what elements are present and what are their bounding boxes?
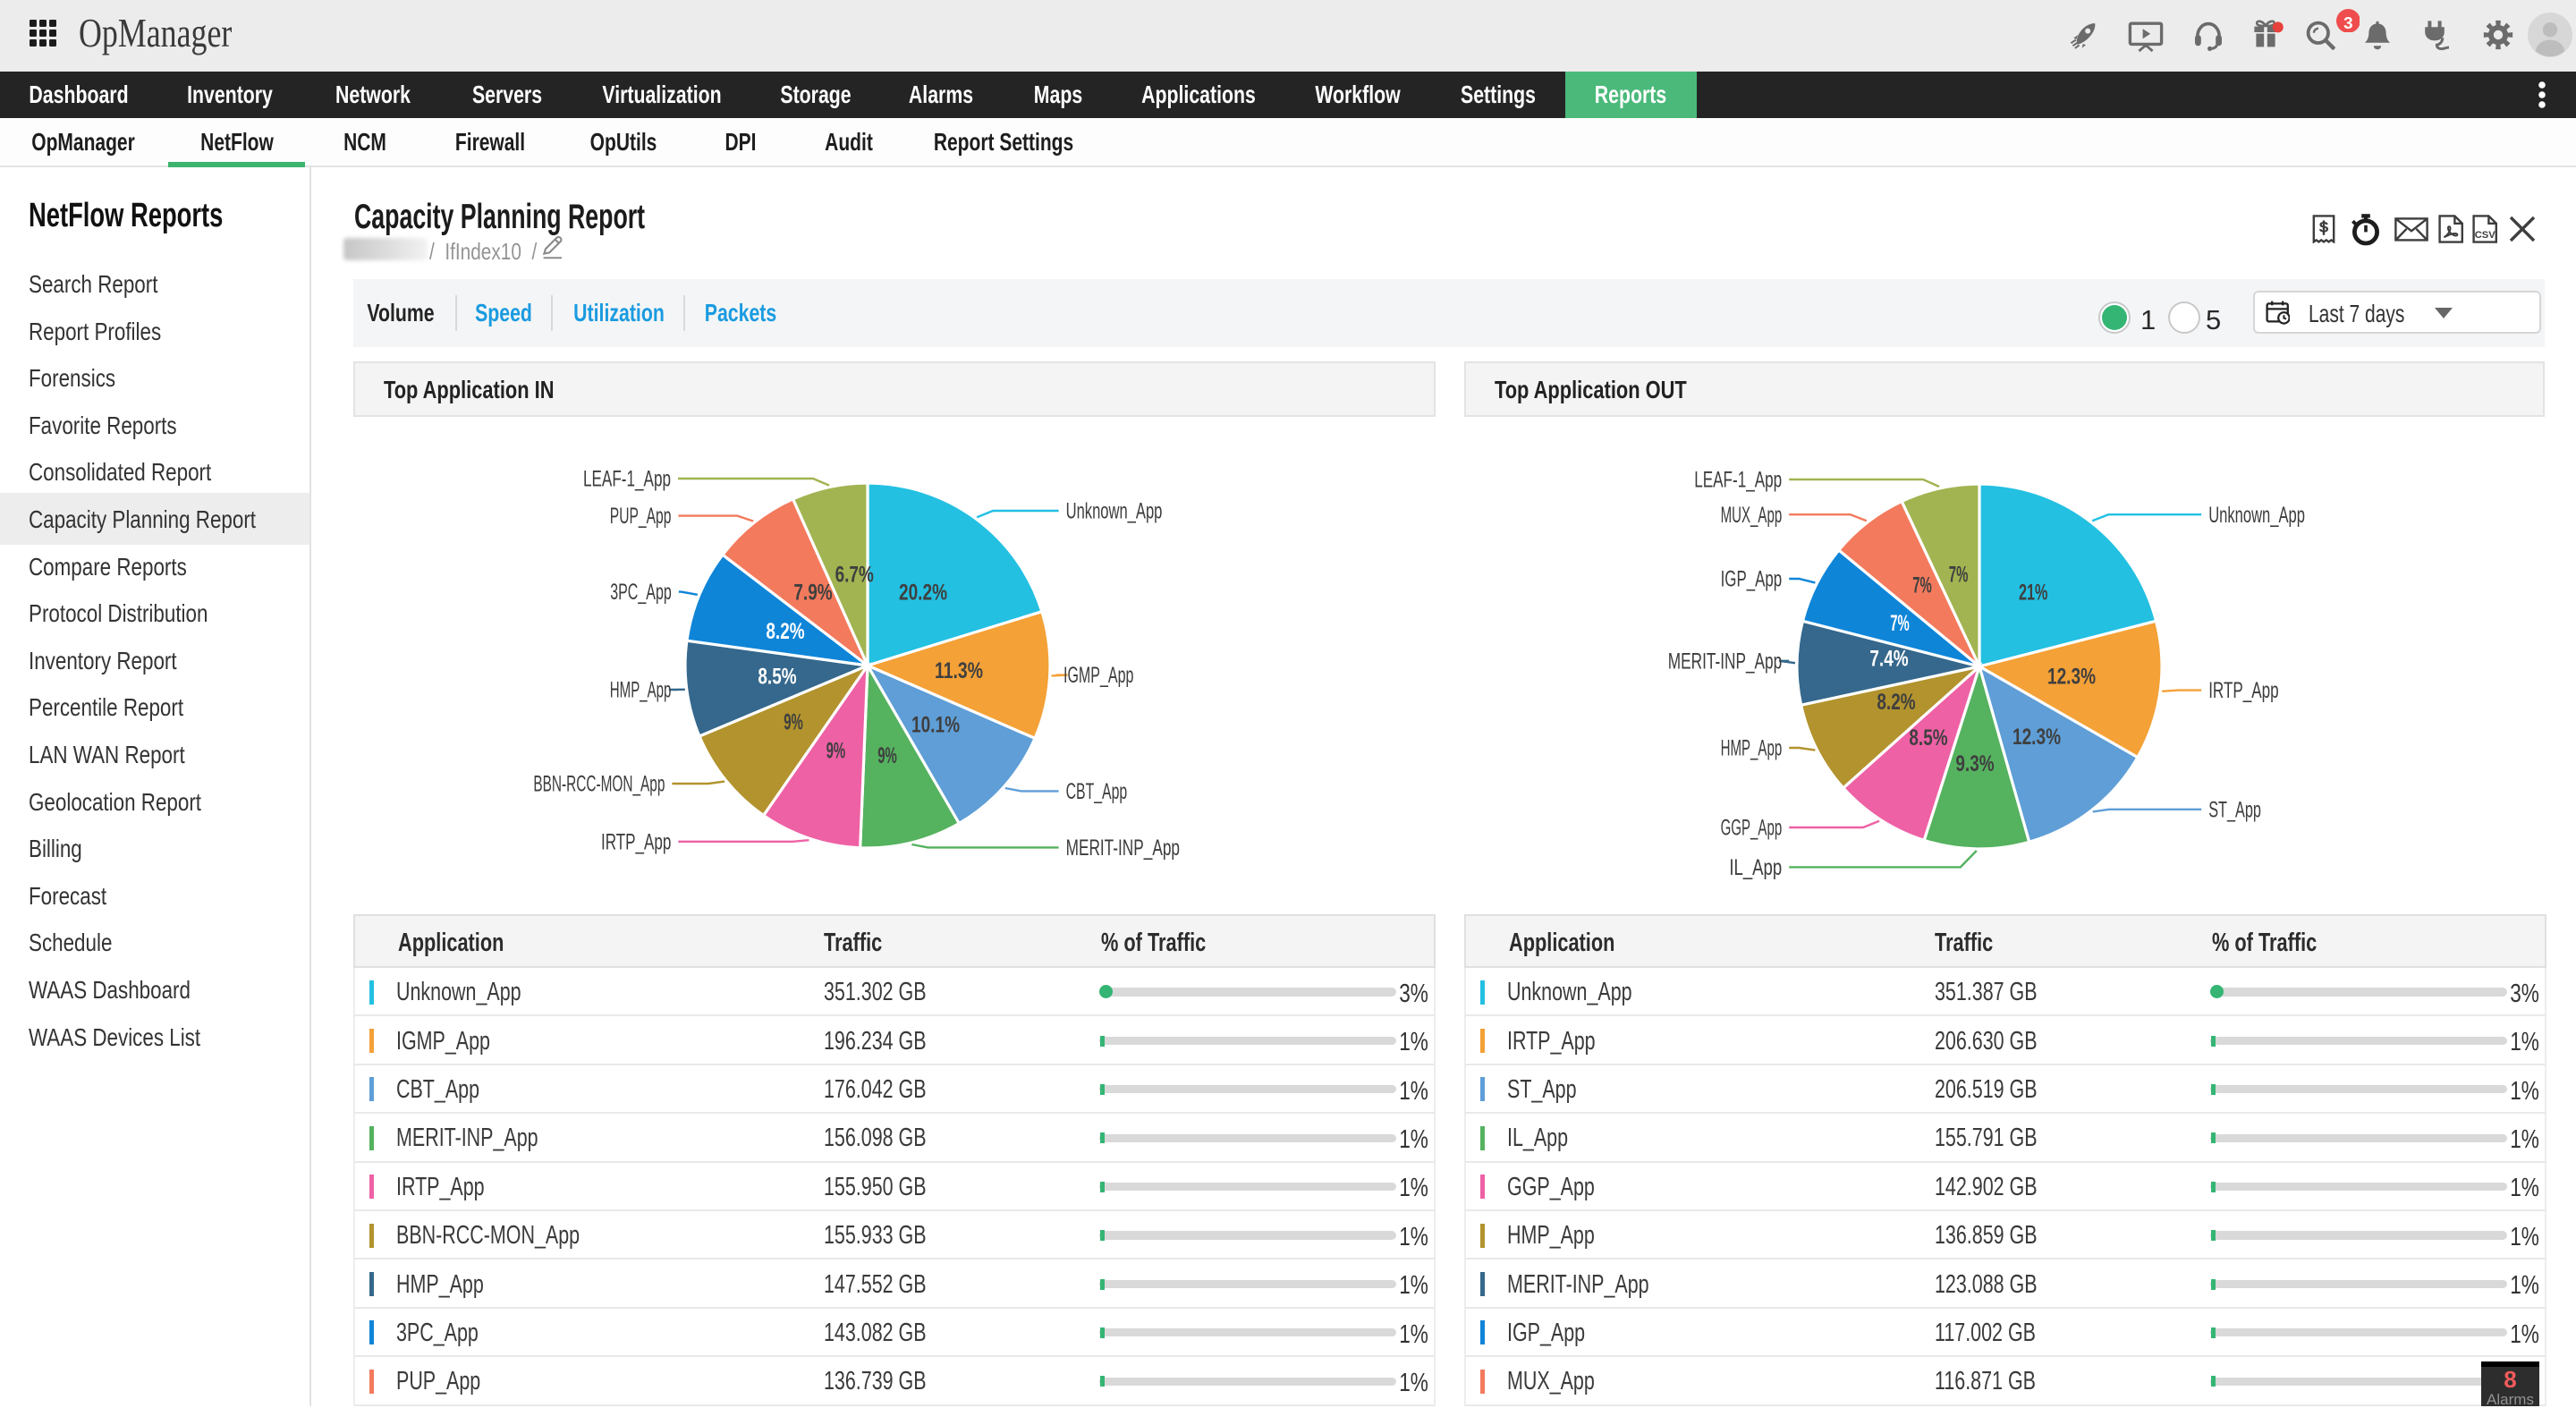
- svg-text:20.2%: 20.2%: [899, 581, 947, 606]
- svg-text:LEAF-1_App: LEAF-1_App: [583, 467, 671, 492]
- svg-text:7%: 7%: [1912, 574, 1932, 598]
- svg-text:7.9%: 7.9%: [793, 581, 832, 606]
- svg-text:12.3%: 12.3%: [2047, 666, 2096, 690]
- svg-text:10.1%: 10.1%: [911, 714, 960, 738]
- svg-text:9%: 9%: [826, 740, 846, 764]
- svg-text:CSV: CSV: [2475, 230, 2496, 241]
- svg-text:12.3%: 12.3%: [2012, 725, 2061, 750]
- svg-text:3PC_App: 3PC_App: [610, 580, 672, 605]
- svg-text:Unknown_App: Unknown_App: [1066, 499, 1163, 524]
- svg-text:8.5%: 8.5%: [1909, 726, 1947, 751]
- svg-text:IL_App: IL_App: [1729, 855, 1782, 880]
- svg-text:9%: 9%: [784, 711, 803, 735]
- svg-text:MUX_App: MUX_App: [1721, 503, 1783, 528]
- svg-text:MERIT-INP_App: MERIT-INP_App: [1066, 835, 1180, 861]
- svg-text:6.7%: 6.7%: [835, 564, 874, 588]
- svg-text:8.2%: 8.2%: [766, 620, 804, 644]
- svg-text:9.3%: 9.3%: [1955, 752, 1994, 776]
- svg-text:IRTP_App: IRTP_App: [2208, 678, 2278, 703]
- svg-text:IRTP_App: IRTP_App: [601, 829, 671, 854]
- svg-text:7.4%: 7.4%: [1869, 648, 1908, 672]
- svg-text:BBN-RCC-MON_App: BBN-RCC-MON_App: [533, 772, 665, 797]
- svg-text:7%: 7%: [1949, 564, 1969, 588]
- svg-text:MERIT-INP_App: MERIT-INP_App: [1668, 649, 1782, 674]
- svg-text:LEAF-1_App: LEAF-1_App: [1694, 468, 1782, 493]
- svg-text:11.3%: 11.3%: [935, 659, 983, 683]
- svg-text:CBT_App: CBT_App: [1066, 779, 1128, 804]
- svg-text:7%: 7%: [1890, 612, 1910, 636]
- svg-text:HMP_App: HMP_App: [1721, 736, 1783, 761]
- svg-text:S: S: [2318, 219, 2328, 236]
- svg-text:8.2%: 8.2%: [1877, 691, 1915, 715]
- svg-text:GGP_App: GGP_App: [1721, 816, 1783, 841]
- svg-text:3: 3: [2343, 13, 2352, 32]
- svg-text:HMP_App: HMP_App: [610, 678, 672, 703]
- svg-text:PUP_App: PUP_App: [610, 504, 672, 529]
- svg-text:IGP_App: IGP_App: [1721, 567, 1783, 592]
- svg-text:ST_App: ST_App: [2208, 797, 2261, 822]
- svg-text:Unknown_App: Unknown_App: [2208, 503, 2305, 528]
- svg-text:8.5%: 8.5%: [758, 666, 796, 690]
- svg-text:IGMP_App: IGMP_App: [1063, 663, 1133, 688]
- svg-text:21%: 21%: [2019, 581, 2047, 606]
- svg-text:9%: 9%: [877, 744, 897, 768]
